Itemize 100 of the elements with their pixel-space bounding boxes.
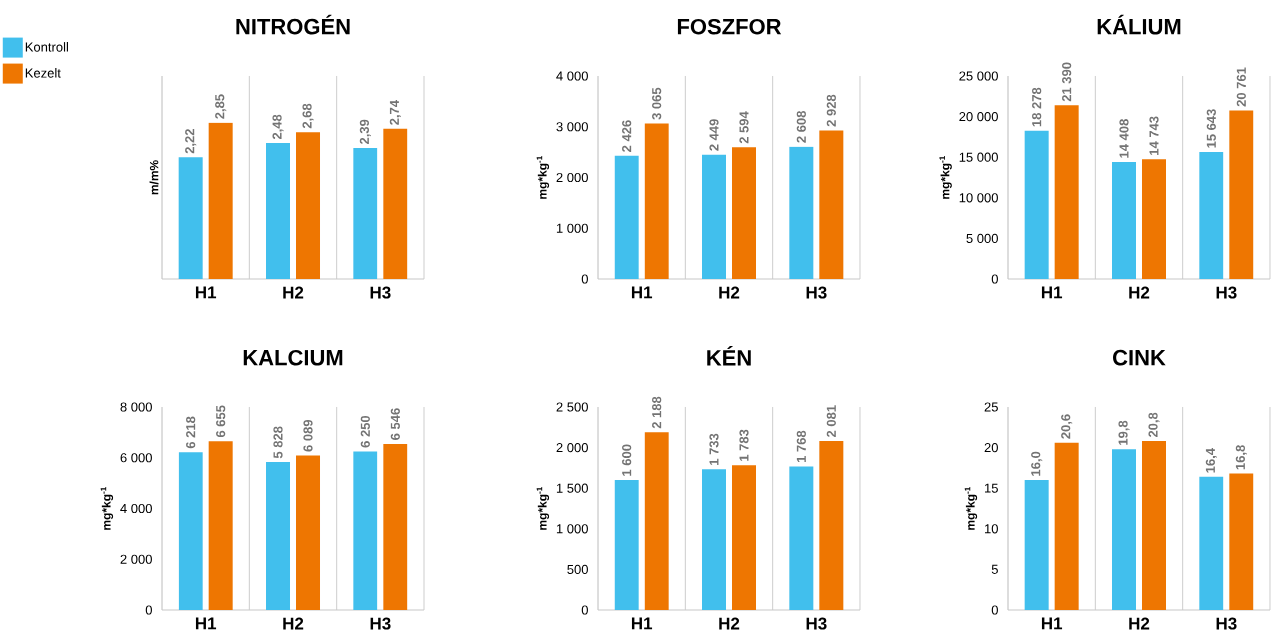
data-label: 14 743	[1149, 116, 1159, 155]
legend-label: Kontroll	[25, 42, 68, 52]
y-tick-label: 15 000	[959, 152, 998, 162]
y-tick-label: 2 000	[120, 554, 152, 564]
data-label: 20 761	[1236, 67, 1246, 107]
y-tick-label: 1 500	[556, 483, 588, 493]
data-label: 2,22	[185, 129, 197, 154]
bar	[1112, 162, 1136, 279]
data-label: 16,8	[1235, 445, 1247, 470]
data-label: 3 065	[652, 87, 662, 120]
x-tick-label: H1	[195, 617, 217, 630]
y-tick-label: 0	[581, 274, 588, 284]
y-tick-label: 0	[581, 605, 588, 615]
x-tick-label: H1	[1041, 286, 1063, 299]
data-label: 14 408	[1119, 119, 1129, 158]
bar	[644, 432, 669, 610]
y-tick-label: 2 500	[556, 402, 588, 412]
data-label: 18 278	[1032, 87, 1042, 127]
bar	[353, 451, 378, 610]
y-axis-title: m/m%	[149, 160, 159, 195]
y-tick-label: 5	[991, 564, 998, 574]
bar	[296, 455, 321, 610]
data-label: 16,0	[1031, 451, 1043, 476]
y-axis-title: mg*kg$^{-1}$	[536, 156, 550, 199]
x-tick-label: H2	[719, 286, 740, 299]
bar	[1229, 473, 1254, 610]
y-axis-title: mg*kg$^{-1}$	[100, 487, 114, 530]
y-tick-label: 0	[991, 605, 998, 615]
bar	[1199, 476, 1224, 610]
data-label: 15 643	[1206, 109, 1216, 148]
x-tick-label: H2	[283, 286, 304, 299]
data-label: 1 733	[709, 433, 719, 465]
chart-title: NITROGÉN	[236, 14, 350, 35]
bar	[732, 465, 756, 610]
y-tick-label: 10 000	[959, 193, 998, 203]
x-tick-label: H2	[719, 617, 740, 630]
data-label: 16,4	[1205, 448, 1217, 473]
bar	[789, 146, 814, 279]
data-label: 2,74	[389, 100, 401, 125]
chart-title: KÉN	[707, 345, 751, 366]
y-tick-label: 4 000	[120, 503, 152, 514]
bar	[702, 154, 726, 279]
x-tick-label: H3	[806, 617, 827, 630]
y-axis-title: mg*kg$^{-1}$	[964, 487, 978, 530]
chart-title: KÁLIUM	[1097, 14, 1181, 35]
x-tick-label: H3	[1216, 617, 1237, 630]
y-tick-label: 2 000	[556, 442, 588, 453]
data-label: 2 188	[652, 396, 662, 429]
y-tick-label: 15	[985, 483, 998, 493]
data-label: 6 250	[360, 415, 370, 448]
data-label: 1 783	[739, 429, 749, 461]
x-tick-label: H1	[195, 286, 217, 299]
bar	[789, 466, 814, 610]
data-label: 6 546	[390, 408, 400, 440]
y-tick-label: 0	[991, 274, 998, 284]
data-label: 2,39	[359, 119, 371, 145]
data-label: 2,68	[302, 103, 314, 129]
bar	[383, 443, 408, 610]
y-axis-title: mg*kg$^{-1}$	[939, 156, 952, 199]
bar	[614, 155, 639, 279]
data-label: 2 928	[826, 94, 836, 127]
x-tick-label: H3	[370, 286, 391, 299]
bar	[208, 441, 233, 610]
y-tick-label: 500	[567, 564, 588, 574]
x-tick-label: H2	[1129, 286, 1150, 299]
x-tick-label: H2	[283, 617, 304, 630]
y-tick-label: 0	[145, 605, 152, 615]
data-label: 2,85	[215, 94, 227, 119]
bar	[644, 123, 669, 279]
y-tick-label: 20 000	[959, 111, 998, 122]
bar	[1142, 159, 1166, 279]
bar	[732, 147, 756, 279]
bar	[1054, 442, 1079, 610]
x-tick-label: H3	[370, 617, 391, 630]
y-axis-title: mg*kg$^{-1}$	[536, 487, 550, 530]
y-tick-label: 10	[985, 524, 998, 534]
bar	[614, 480, 639, 610]
chart-title: KALCIUM	[243, 349, 343, 366]
data-label: 2 081	[826, 405, 836, 438]
data-label: 1 600	[622, 444, 632, 476]
data-label: 2 594	[739, 111, 749, 144]
x-tick-label: H1	[631, 286, 653, 299]
bar	[1024, 130, 1049, 279]
data-label: 6 218	[186, 416, 196, 449]
data-label: 19,8	[1118, 420, 1130, 445]
y-tick-label: 8 000	[120, 402, 152, 412]
chart-title: CINK	[1113, 349, 1166, 366]
data-label: 20,8	[1148, 412, 1160, 438]
bar	[1024, 480, 1049, 610]
bar	[1199, 151, 1224, 279]
data-label: 2 608	[796, 110, 806, 143]
x-tick-label: H1	[1041, 617, 1063, 630]
y-tick-label: 2 000	[556, 172, 588, 183]
y-tick-label: 1 000	[556, 524, 588, 534]
chart-title: FOSZFOR	[677, 18, 782, 35]
data-label: 2 449	[709, 119, 719, 151]
bar	[819, 441, 844, 610]
data-label: 2 426	[622, 120, 632, 152]
data-label: 2,48	[272, 114, 284, 140]
data-label: 20,6	[1061, 414, 1073, 439]
